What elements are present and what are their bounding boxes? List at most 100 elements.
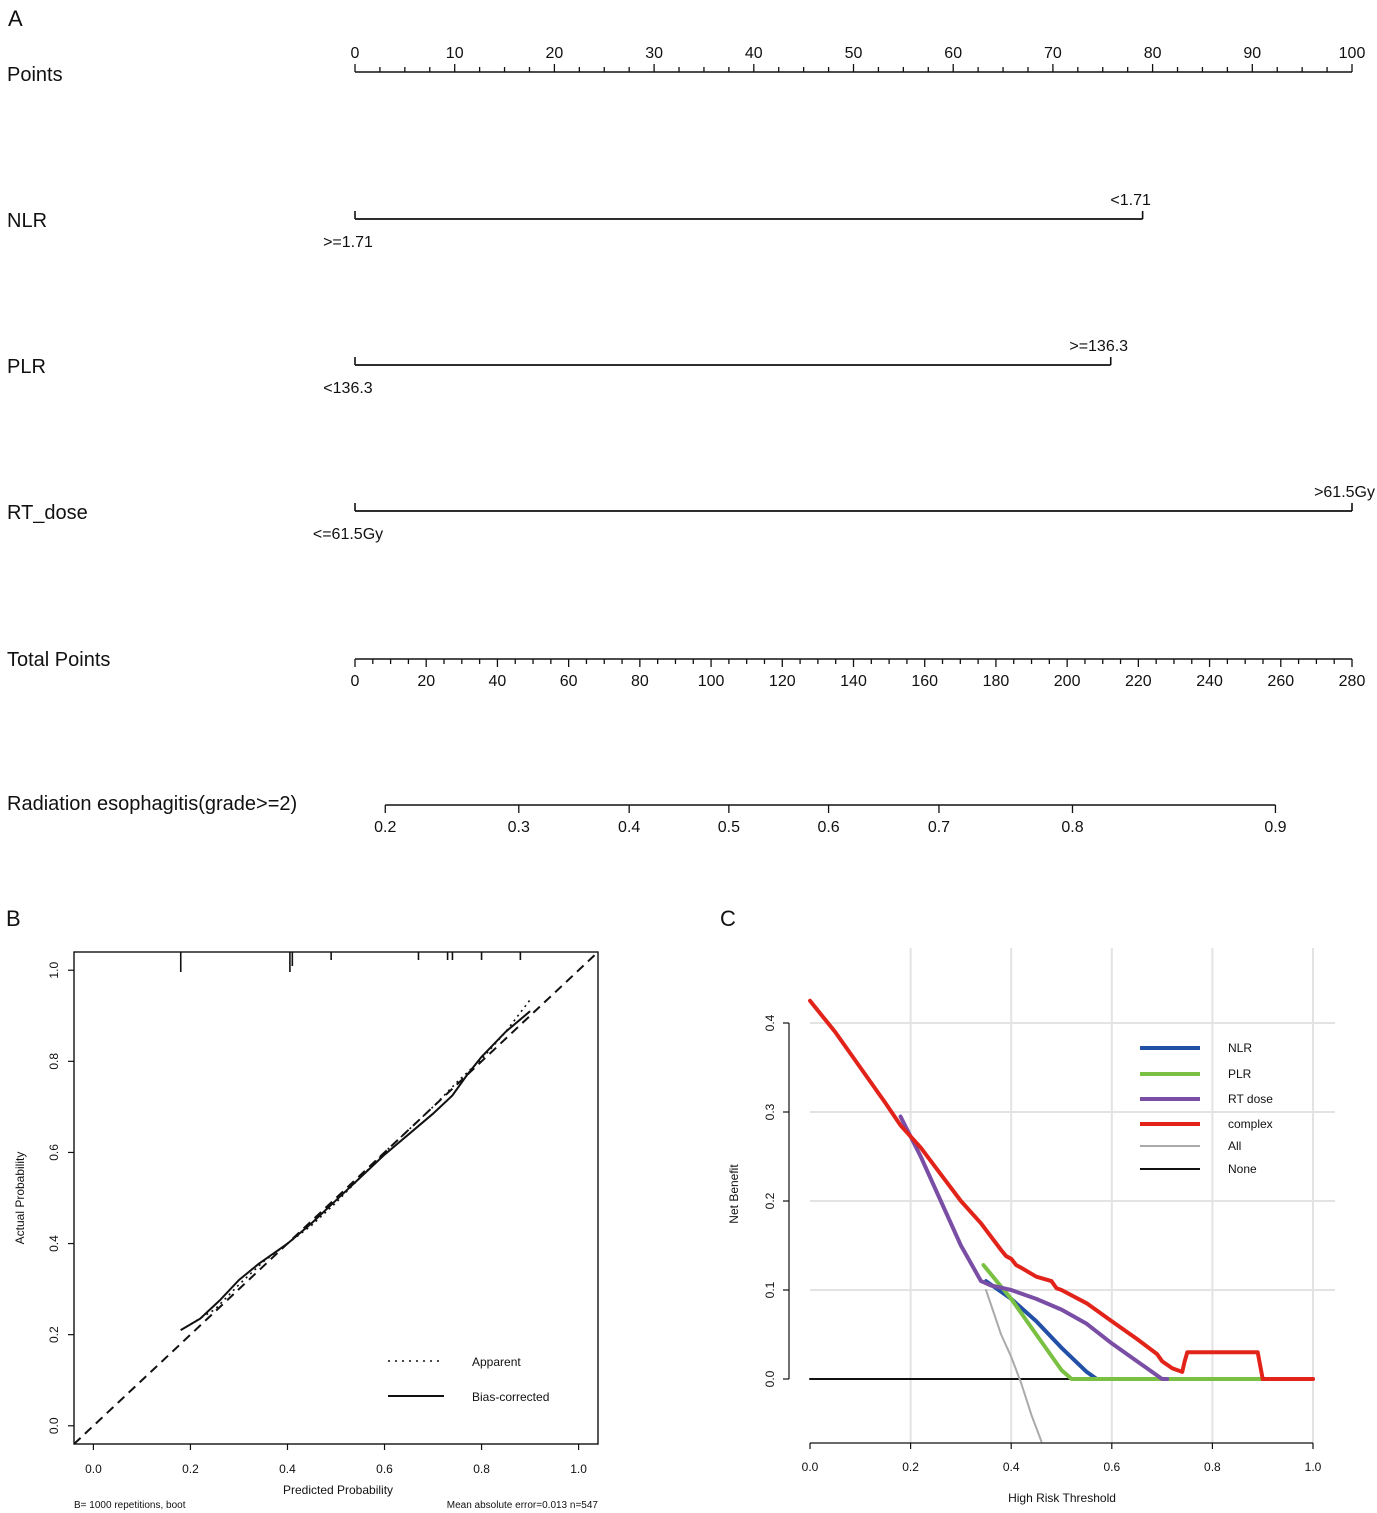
dca-y-tick-label: 0.3 bbox=[763, 1103, 777, 1120]
calibration-y-label: Actual Probability bbox=[13, 1152, 27, 1245]
total-points-tick-label: 40 bbox=[489, 673, 507, 690]
nlr-end-label: <1.71 bbox=[1110, 192, 1151, 209]
calibration-plot-frame bbox=[73, 951, 599, 1445]
calib-x-tick-label: 0.0 bbox=[85, 1462, 102, 1476]
panel-b-label: B bbox=[6, 906, 21, 931]
dca-legend-label-all: All bbox=[1228, 1139, 1241, 1153]
dca-x-tick-label: 0.2 bbox=[902, 1460, 919, 1474]
calibration-panel: B 0.0 0.2 0.4 0.6 0.8 1.0 0.0 0.2 0.4 0.6 0.8 1.0 P… bbox=[6, 906, 599, 1511]
total-points-tick-label: 280 bbox=[1339, 673, 1366, 690]
total-points-tick-label: 0 bbox=[351, 673, 360, 690]
calib-y-tick-label: 0.2 bbox=[47, 1326, 61, 1343]
calib-x-tick-label: 0.4 bbox=[279, 1462, 296, 1476]
row-label-nlr: NLR bbox=[7, 210, 47, 232]
decision-curve-panel: C 0.0 0.2 0.4 0.6 0.8 1.0 0.0 0.1 0.2 0.3 0.4 High… bbox=[720, 906, 1335, 1505]
prob-tick-label: 0.8 bbox=[1061, 819, 1083, 836]
rt-dose-end-label: >61.5Gy bbox=[1314, 484, 1375, 501]
nomogram-panel: A Points 0 10 20 30 40 50 60 70 80 90 100 NLR >=1.71 <… bbox=[7, 6, 1375, 836]
points-tick-label: 20 bbox=[546, 45, 564, 62]
calibration-x-label: Predicted Probability bbox=[283, 1483, 393, 1497]
points-tick-label: 40 bbox=[745, 45, 763, 62]
row-label-points: Points bbox=[7, 64, 63, 86]
dca-y-label: Net Benefit bbox=[727, 1164, 741, 1224]
points-tick-label: 0 bbox=[351, 45, 360, 62]
dca-y-tick-label: 0.0 bbox=[763, 1370, 777, 1387]
dca-x-tick-label: 0.8 bbox=[1204, 1460, 1221, 1474]
total-points-tick-label: 220 bbox=[1125, 673, 1152, 690]
calib-x-tick-label: 0.6 bbox=[376, 1462, 393, 1476]
dca-line-all bbox=[985, 1289, 1043, 1443]
points-tick-label: 70 bbox=[1044, 45, 1062, 62]
dca-line-complex bbox=[808, 998, 1315, 1381]
total-points-tick-label: 20 bbox=[417, 673, 435, 690]
dca-legend-label-none: None bbox=[1228, 1162, 1257, 1176]
calib-y-tick-label: 0.6 bbox=[47, 1144, 61, 1161]
legend-apparent-label: Apparent bbox=[472, 1355, 521, 1369]
points-tick-label: 80 bbox=[1144, 45, 1162, 62]
prob-tick-label: 0.5 bbox=[718, 819, 740, 836]
rt-dose-start-label: <=61.5Gy bbox=[313, 526, 383, 543]
nlr-start-label: >=1.71 bbox=[323, 234, 373, 251]
panel-a-label: A bbox=[8, 6, 23, 31]
calibration-legend: Apparent Bias-corrected bbox=[388, 1355, 549, 1404]
dca-legend: NLR PLR RT dose complex All None bbox=[1140, 1041, 1273, 1176]
total-points-tick-label: 60 bbox=[560, 673, 578, 690]
row-label-plr: PLR bbox=[7, 356, 46, 378]
panel-c-label: C bbox=[720, 906, 736, 931]
row-label-radiation-esophagitis-grade-2: Radiation esophagitis(grade>=2) bbox=[7, 793, 297, 815]
points-tick-label: 50 bbox=[845, 45, 863, 62]
calib-y-tick-label: 0.4 bbox=[47, 1235, 61, 1252]
prob-tick-label: 0.4 bbox=[618, 819, 640, 836]
calib-x-tick-label: 0.8 bbox=[473, 1462, 490, 1476]
points-tick-label: 60 bbox=[944, 45, 962, 62]
legend-bias-corrected-label: Bias-corrected bbox=[472, 1390, 549, 1404]
dca-line-nlr bbox=[984, 1279, 1099, 1381]
plr-end-label: >=136.3 bbox=[1069, 338, 1128, 355]
calib-y-tick-label: 1.0 bbox=[47, 962, 61, 979]
dca-x-tick-label: 0.0 bbox=[802, 1460, 819, 1474]
prob-tick-label: 0.6 bbox=[817, 819, 839, 836]
total-points-tick-label: 100 bbox=[698, 673, 725, 690]
calibration-footer-right: Mean absolute error=0.013 n=547 bbox=[447, 1500, 599, 1511]
points-tick-label: 100 bbox=[1339, 45, 1366, 62]
dca-y-tick-label: 0.2 bbox=[763, 1192, 777, 1209]
plr-start-label: <136.3 bbox=[323, 380, 372, 397]
points-tick-label: 10 bbox=[446, 45, 464, 62]
calib-line-ideal bbox=[73, 951, 599, 1445]
total-points-tick-label: 260 bbox=[1267, 673, 1294, 690]
dca-x-tick-label: 0.6 bbox=[1103, 1460, 1120, 1474]
calib-x-tick-label: 0.2 bbox=[182, 1462, 199, 1476]
row-label-rt-dose: RT_dose bbox=[7, 502, 88, 524]
dca-x-label: High Risk Threshold bbox=[1008, 1491, 1116, 1505]
total-points-tick-label: 140 bbox=[840, 673, 867, 690]
dca-y-tick-label: 0.4 bbox=[763, 1014, 777, 1031]
total-points-tick-label: 240 bbox=[1196, 673, 1223, 690]
total-points-tick-label: 120 bbox=[769, 673, 796, 690]
dca-line-plr bbox=[981, 1263, 1315, 1381]
total-points-tick-label: 180 bbox=[983, 673, 1010, 690]
dca-y-tick-label: 0.1 bbox=[763, 1281, 777, 1298]
prob-tick-label: 0.2 bbox=[374, 819, 396, 836]
dca-legend-label-plr: PLR bbox=[1228, 1067, 1252, 1081]
points-tick-label: 90 bbox=[1243, 45, 1261, 62]
dca-legend-label-nlr: NLR bbox=[1228, 1041, 1252, 1055]
prob-tick-label: 0.3 bbox=[508, 819, 530, 836]
total-points-tick-label: 160 bbox=[911, 673, 938, 690]
calib-x-tick-label: 1.0 bbox=[570, 1462, 587, 1476]
dca-line-rt-dose bbox=[898, 1114, 1170, 1381]
prob-tick-label: 0.7 bbox=[928, 819, 950, 836]
calib-line-apparent bbox=[180, 999, 531, 1331]
total-points-tick-label: 200 bbox=[1054, 673, 1081, 690]
row-label-total-points: Total Points bbox=[7, 649, 110, 671]
calibration-footer-left: B= 1000 repetitions, boot bbox=[74, 1500, 186, 1511]
total-points-tick-label: 80 bbox=[631, 673, 649, 690]
calib-y-tick-label: 0.8 bbox=[47, 1053, 61, 1070]
dca-x-tick-label: 1.0 bbox=[1305, 1460, 1322, 1474]
dca-x-tick-label: 0.4 bbox=[1003, 1460, 1020, 1474]
prob-tick-label: 0.9 bbox=[1264, 819, 1286, 836]
points-tick-label: 30 bbox=[645, 45, 663, 62]
dca-legend-label-complex: complex bbox=[1228, 1117, 1273, 1131]
calib-line-bias-corrected bbox=[180, 1010, 531, 1331]
calib-y-tick-label: 0.0 bbox=[47, 1417, 61, 1434]
